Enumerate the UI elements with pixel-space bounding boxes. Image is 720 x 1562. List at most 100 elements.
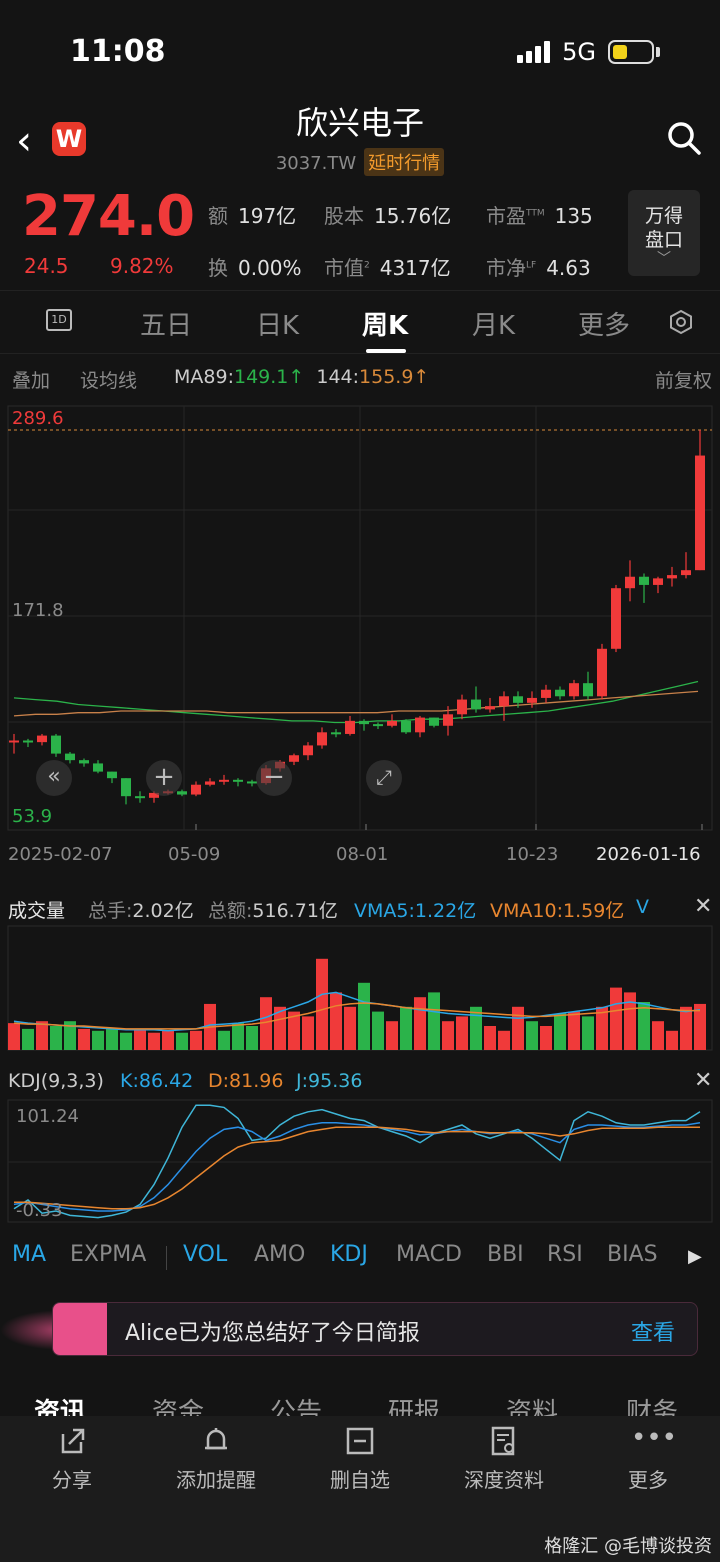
- tab-financials[interactable]: 财务: [626, 1398, 679, 1418]
- indicator-bias[interactable]: BIAS: [607, 1242, 658, 1267]
- candle-body: [443, 714, 453, 726]
- tab-5day[interactable]: 五日: [140, 311, 193, 341]
- tab-1d[interactable]: 1D: [46, 309, 72, 331]
- ma144-line: [13, 690, 699, 717]
- candle-body: [653, 578, 663, 585]
- volume-bar: [442, 1021, 454, 1050]
- scroll-left-icon[interactable]: «: [36, 760, 72, 796]
- last-price: 274.0: [22, 184, 195, 249]
- candle-body: [527, 697, 537, 703]
- volume-bar: [302, 1016, 314, 1050]
- candle-body: [177, 791, 187, 795]
- candle-body: [93, 763, 103, 772]
- set-ma-button[interactable]: 设均线: [80, 370, 138, 392]
- volume-bar: [610, 987, 622, 1050]
- candle-body: [191, 784, 201, 795]
- indicator-tabs: MA EXPMA VOL AMO KDJ MACD BBI RSI BIAS ▶: [0, 1238, 720, 1274]
- overlay-button[interactable]: 叠加: [12, 370, 51, 392]
- tab-research[interactable]: 研报: [388, 1398, 441, 1418]
- remove-watchlist-button[interactable]: 删自选: [300, 1424, 420, 1493]
- date-label: 05-09: [168, 844, 221, 865]
- candle-body: [639, 576, 649, 585]
- kdj-chart[interactable]: [0, 1098, 720, 1226]
- candle-body: [289, 755, 299, 762]
- indicator-ma[interactable]: MA: [12, 1242, 47, 1267]
- indicator-rsi[interactable]: RSI: [547, 1242, 583, 1267]
- volume-bar: [64, 1021, 76, 1050]
- kdj-top-label: 101.24: [16, 1106, 79, 1127]
- candle-body: [499, 696, 509, 707]
- tab-profile[interactable]: 资料: [506, 1398, 559, 1418]
- tab-announcements[interactable]: 公告: [270, 1398, 323, 1418]
- tab-monthly-k[interactable]: 月K: [472, 311, 516, 341]
- settings-icon[interactable]: [668, 309, 694, 335]
- volume-bar: [120, 1032, 132, 1050]
- back-button[interactable]: ‹: [16, 118, 32, 164]
- indicator-kdj[interactable]: KDJ: [330, 1242, 368, 1267]
- volume-bar: [498, 1030, 510, 1050]
- candle-body: [317, 732, 327, 746]
- candle-body: [205, 781, 215, 785]
- chart-mid-label: 171.8: [12, 600, 64, 621]
- document-icon: [491, 1426, 515, 1456]
- indicator-macd[interactable]: MACD: [396, 1242, 462, 1267]
- share-icon: [61, 1428, 85, 1454]
- volume-bar: [134, 1028, 146, 1050]
- add-alert-button[interactable]: 添加提醒: [156, 1424, 276, 1493]
- volume-bar: [330, 992, 342, 1050]
- chart-high-label: 289.6: [12, 408, 64, 429]
- close-volume-icon[interactable]: ✕: [694, 894, 713, 919]
- banner-view-button[interactable]: 查看: [630, 1321, 675, 1346]
- share-button[interactable]: 分享: [12, 1424, 132, 1493]
- volume-bar: [78, 1028, 90, 1050]
- status-time: 11:08: [70, 34, 166, 69]
- kdj-bottom-label: -0.33: [16, 1200, 63, 1221]
- zoom-in-icon[interactable]: +: [146, 760, 182, 796]
- tab-daily-k[interactable]: 日K: [256, 311, 300, 341]
- ticker: 3037.TW: [275, 153, 357, 174]
- volume-bar: [8, 1023, 20, 1050]
- indicator-bbi[interactable]: BBI: [487, 1242, 524, 1267]
- daily-brief-banner[interactable]: Alice已为您总结好了今日简报 查看: [52, 1302, 698, 1356]
- volume-bar: [358, 982, 370, 1050]
- indicator-expma[interactable]: EXPMA: [70, 1242, 147, 1267]
- volume-chart[interactable]: [0, 924, 720, 1054]
- more-button[interactable]: ••• 更多: [628, 1423, 678, 1492]
- expand-icon[interactable]: ⤢: [366, 760, 402, 796]
- tab-more[interactable]: 更多: [578, 311, 631, 341]
- battery-icon: [608, 40, 654, 64]
- volume-bar: [92, 1030, 104, 1050]
- stat-pb: 市净LF 4.63: [486, 256, 591, 280]
- volume-bar: [190, 1030, 202, 1050]
- adjust-mode-button[interactable]: 前复权: [654, 370, 712, 392]
- volume-bar: [50, 1026, 62, 1050]
- close-kdj-icon[interactable]: ✕: [694, 1068, 713, 1093]
- vma10-line: [13, 1002, 700, 1030]
- volume-bar: [372, 1011, 384, 1050]
- volume-bar: [386, 1021, 398, 1050]
- kdj-k-line: [13, 1122, 701, 1212]
- deep-data-button[interactable]: 深度资料: [444, 1424, 564, 1493]
- tab-news[interactable]: 资讯: [34, 1398, 87, 1418]
- candle-body: [583, 683, 593, 697]
- indicator-amo[interactable]: AMO: [254, 1242, 306, 1267]
- tab-funds[interactable]: 资金: [152, 1398, 205, 1418]
- candle-body: [555, 689, 565, 697]
- search-icon[interactable]: [666, 120, 702, 156]
- indicator-vol[interactable]: VOL: [183, 1242, 228, 1267]
- candle-body: [415, 717, 425, 733]
- volume-bar: [554, 1013, 566, 1050]
- play-icon[interactable]: ▶: [688, 1246, 702, 1267]
- candle-body: [149, 792, 159, 798]
- price-change: 24.5: [24, 254, 69, 278]
- wande-orderbook-button[interactable]: 万得 盘口 ﹀: [628, 190, 700, 276]
- stat-pe: 市盈TTM 135: [486, 204, 593, 228]
- tab-weekly-k[interactable]: 周K: [362, 311, 409, 341]
- volume-bar: [414, 997, 426, 1050]
- kdj-d-line: [14, 1126, 700, 1210]
- stat-shares: 股本 15.76亿: [324, 204, 452, 228]
- zoom-out-icon[interactable]: −: [256, 760, 292, 796]
- candle-body: [373, 724, 383, 727]
- candle-body: [303, 745, 313, 756]
- candlestick-chart[interactable]: [0, 398, 720, 838]
